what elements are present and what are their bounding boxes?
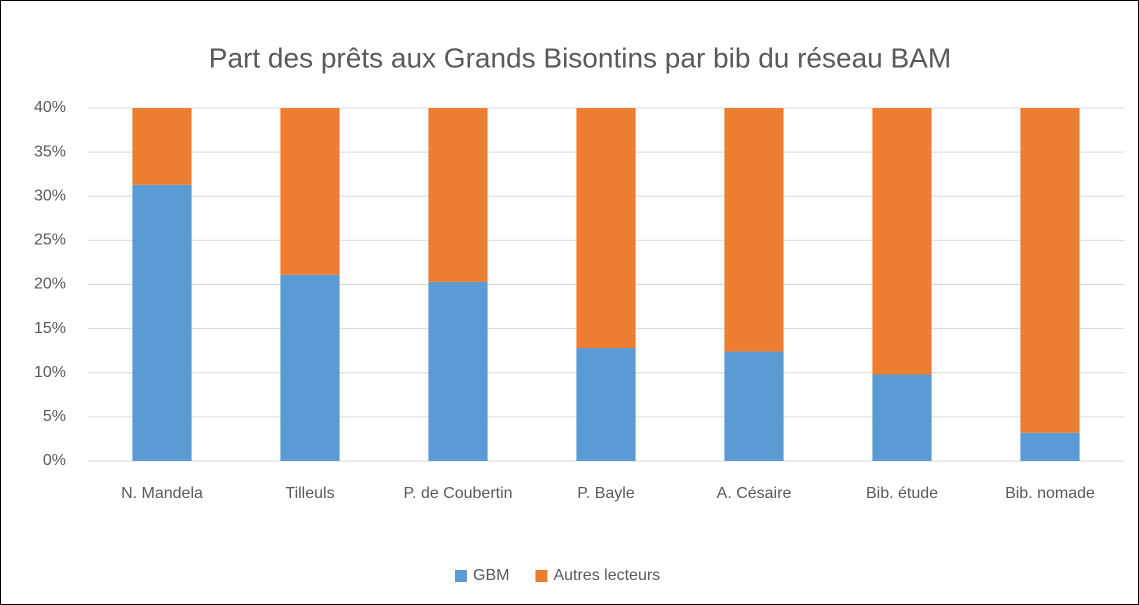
bar-segment [1020, 108, 1080, 433]
y-tick-label: 15% [34, 320, 66, 337]
legend-label: GBM [473, 567, 509, 584]
chart-title: Part des prêts aux Grands Bisontins par … [209, 42, 951, 73]
bar-segment [872, 108, 932, 375]
bar-segment [1020, 432, 1080, 461]
x-tick-label: Tilleuls [285, 485, 334, 502]
y-tick-label: 0% [43, 452, 66, 469]
bar-segment [576, 348, 636, 461]
x-tick-label: P. de Coubertin [403, 485, 512, 502]
legend-label: Autres lecteurs [553, 567, 660, 584]
x-tick-label: Bib. étude [866, 485, 938, 502]
y-tick-label: 20% [34, 276, 66, 293]
bar-segment [724, 108, 784, 352]
y-tick-label: 40% [34, 99, 66, 116]
labels: 0% 5% 10% 15% 20% 25% 30% 35% 40% N. Mandela Tille… [34, 99, 1095, 584]
y-tick-label: 35% [34, 143, 66, 160]
bar-segment [872, 374, 932, 461]
bar-segment [280, 274, 340, 461]
bar-segment [280, 108, 340, 275]
bar-segment [132, 108, 192, 185]
bar-segment [132, 184, 192, 461]
y-tick-label: 10% [34, 364, 66, 381]
x-tick-label: N. Mandela [121, 485, 203, 502]
y-tick-label: 25% [34, 232, 66, 249]
bar-segment [576, 108, 636, 349]
legend-swatch [455, 570, 467, 582]
bar-segment [724, 351, 784, 461]
bars [132, 108, 1080, 461]
legend-swatch [535, 570, 548, 582]
bar-segment [428, 281, 488, 461]
y-tick-label: 30% [34, 187, 66, 204]
x-tick-label: Bib. nomade [1005, 485, 1095, 502]
bar-segment [428, 108, 488, 282]
x-tick-label: P. Bayle [577, 485, 635, 502]
x-tick-label: A. Césaire [717, 485, 792, 502]
y-tick-label: 5% [43, 408, 66, 425]
